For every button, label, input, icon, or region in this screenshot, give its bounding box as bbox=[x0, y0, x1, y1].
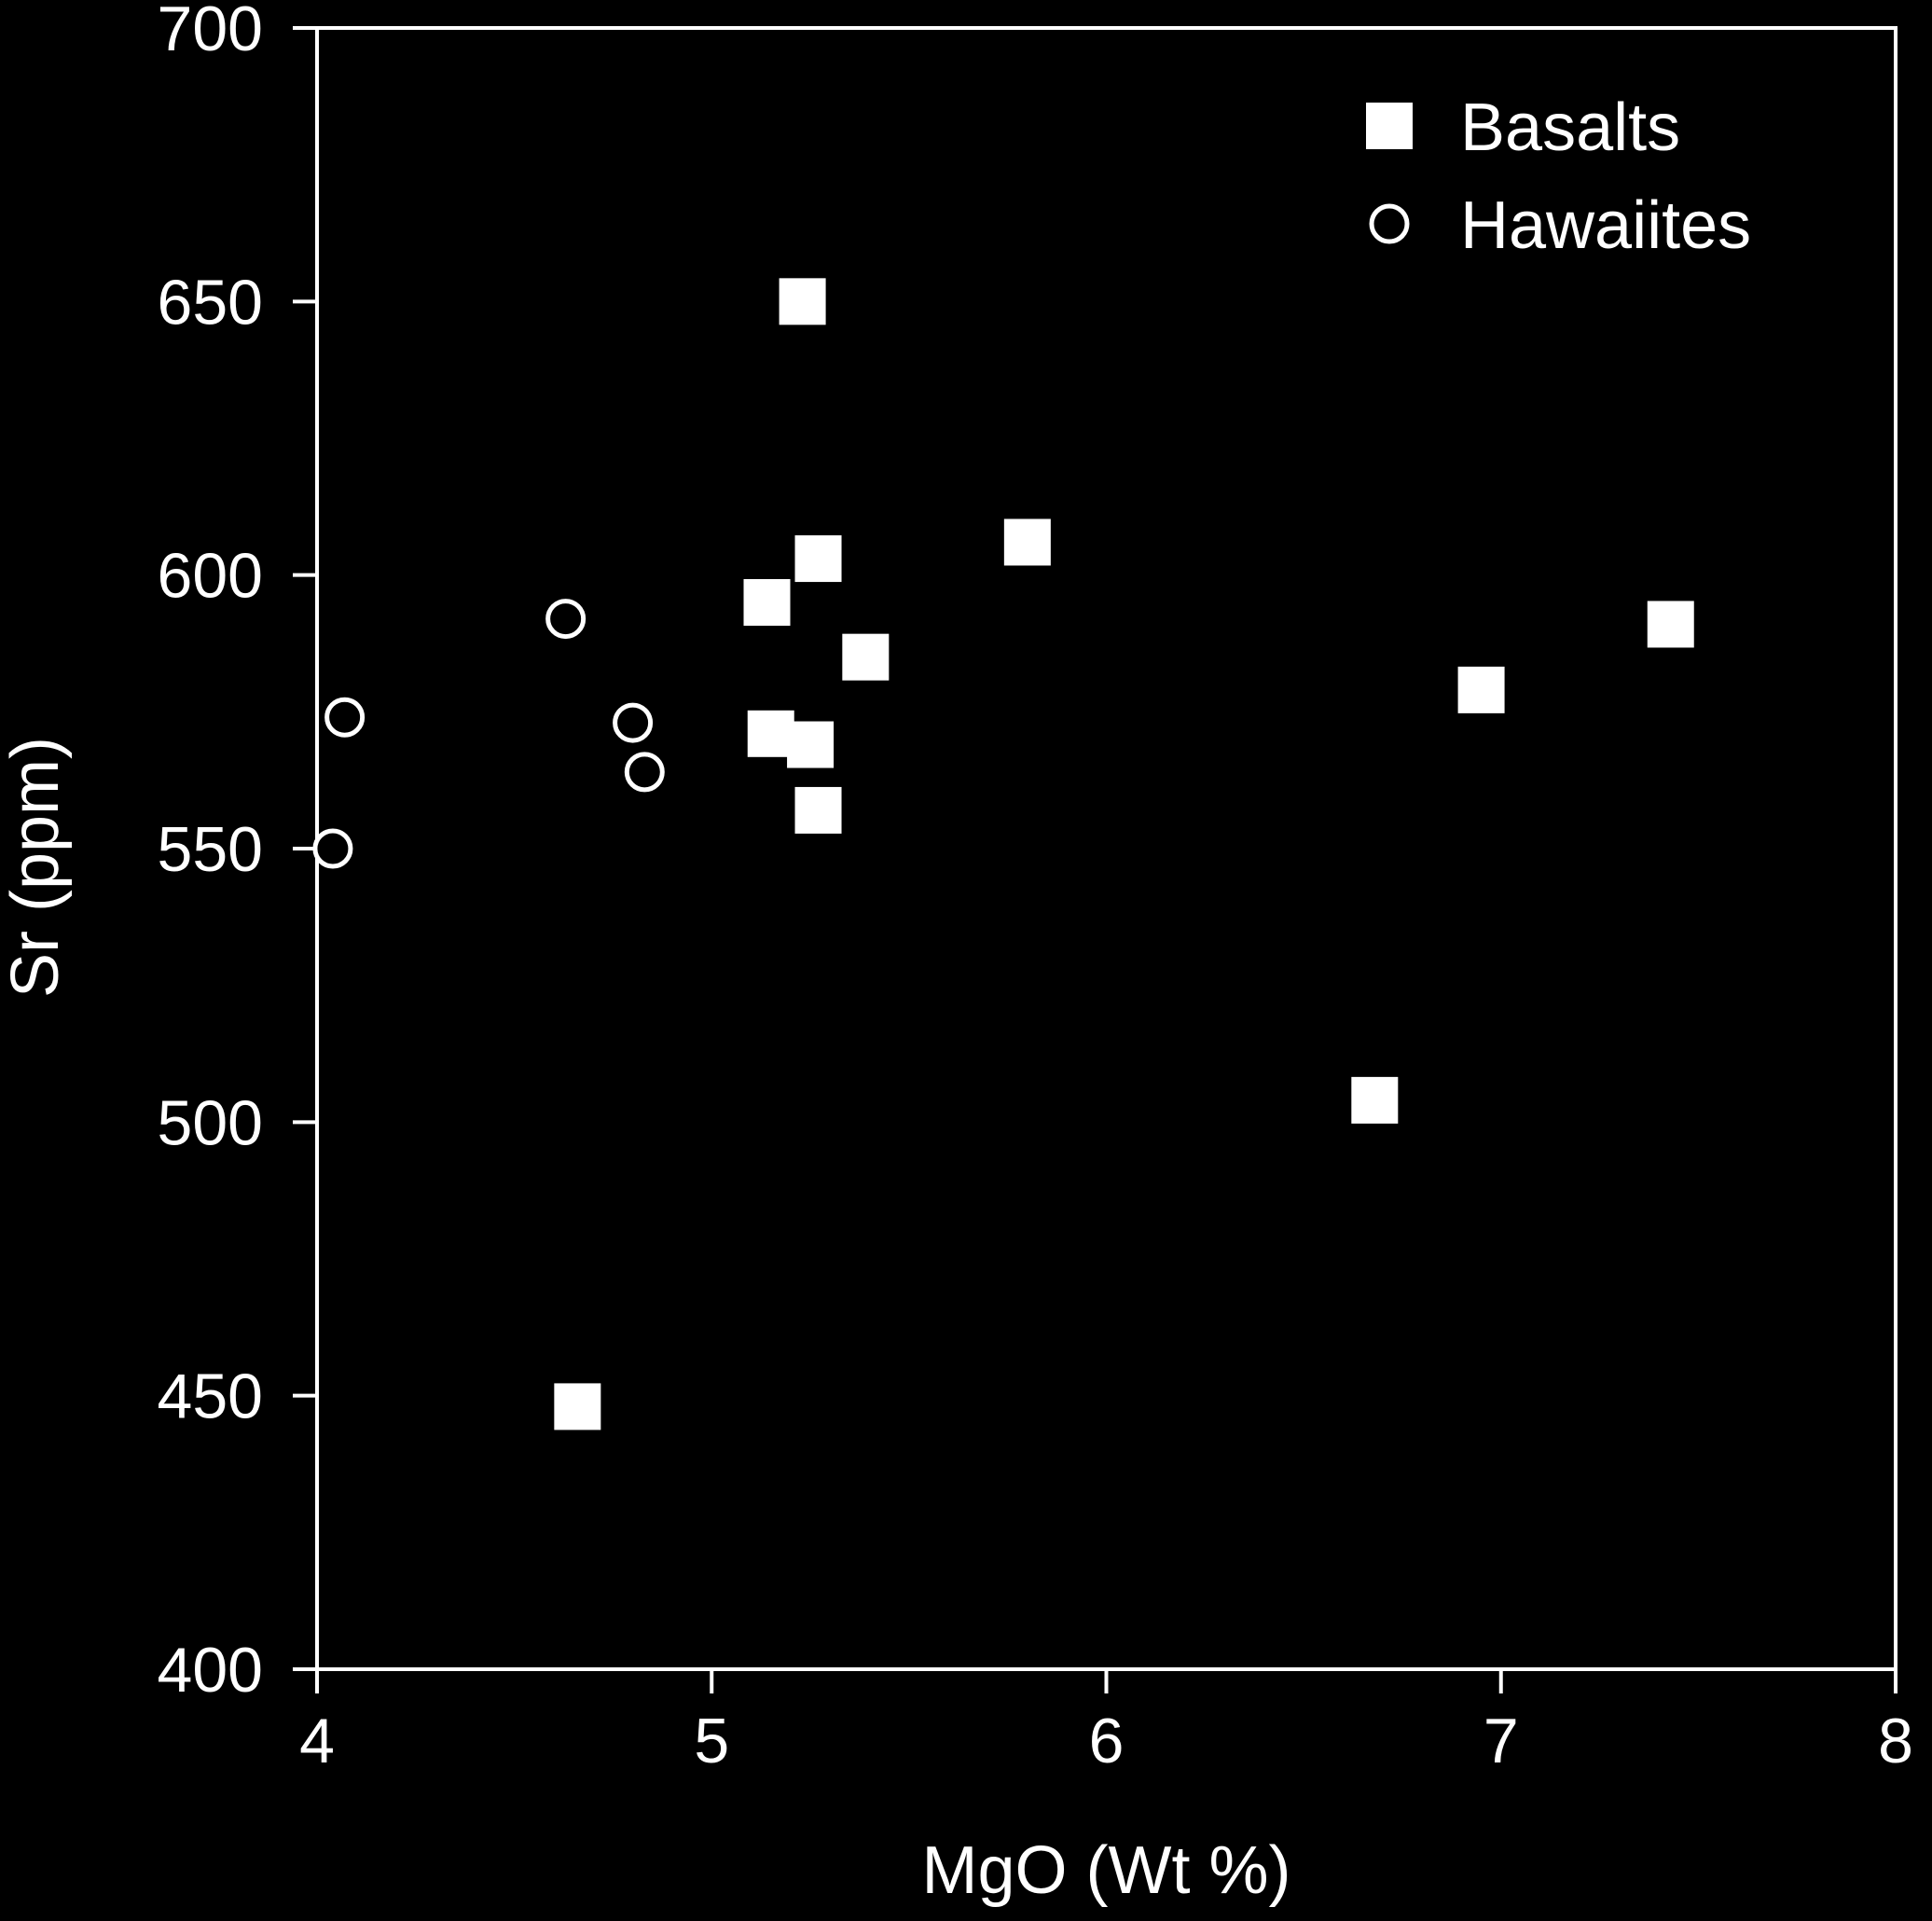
legend-hawaiites-marker bbox=[1369, 203, 1410, 244]
legend: Basalts Hawaiites bbox=[1366, 90, 1751, 263]
y-tick-label: 700 bbox=[158, 0, 263, 64]
y-tick-label: 400 bbox=[158, 1635, 263, 1706]
hawaiites-point bbox=[312, 828, 353, 869]
basalts-point bbox=[1647, 601, 1694, 648]
basalts-point bbox=[554, 1383, 601, 1430]
x-tick-label: 8 bbox=[1878, 1706, 1913, 1776]
hawaiites-point bbox=[324, 697, 366, 738]
hawaiites-point bbox=[624, 752, 665, 793]
legend-basalts-marker bbox=[1366, 103, 1413, 149]
basalts-point bbox=[743, 579, 791, 626]
legend-basalts-label: Basalts bbox=[1460, 90, 1680, 165]
y-tick-label: 450 bbox=[158, 1361, 263, 1432]
plot-area: 400 450 500 550 600 650 700 4 5 6 7 8 bbox=[158, 0, 1913, 1776]
x-tick-label: 7 bbox=[1484, 1706, 1519, 1776]
basalts-point bbox=[1003, 518, 1051, 566]
y-tick-label: 600 bbox=[158, 541, 263, 612]
basalts-point bbox=[747, 710, 794, 757]
y-tick-label: 650 bbox=[158, 267, 263, 338]
hawaiites-point bbox=[545, 599, 586, 640]
basalts-point bbox=[1351, 1076, 1399, 1124]
hawaiites-point bbox=[613, 702, 654, 743]
x-tick-label: 5 bbox=[694, 1706, 729, 1776]
legend-hawaiites-label: Hawaiites bbox=[1460, 188, 1751, 263]
y-tick-label: 500 bbox=[158, 1087, 263, 1158]
basalts-point bbox=[794, 535, 842, 583]
basalts-point bbox=[787, 721, 835, 768]
basalts-point bbox=[1457, 666, 1505, 713]
x-tick-label: 6 bbox=[1089, 1706, 1125, 1776]
x-axis-title: MgO (Wt %) bbox=[922, 1833, 1291, 1908]
y-axis-title: Sr (ppm) bbox=[0, 737, 73, 998]
basalts-point bbox=[779, 278, 826, 325]
y-tick-label: 550 bbox=[158, 814, 263, 885]
basalts-point bbox=[842, 633, 890, 681]
x-tick-label: 4 bbox=[299, 1706, 335, 1776]
basalts-point bbox=[794, 786, 842, 834]
